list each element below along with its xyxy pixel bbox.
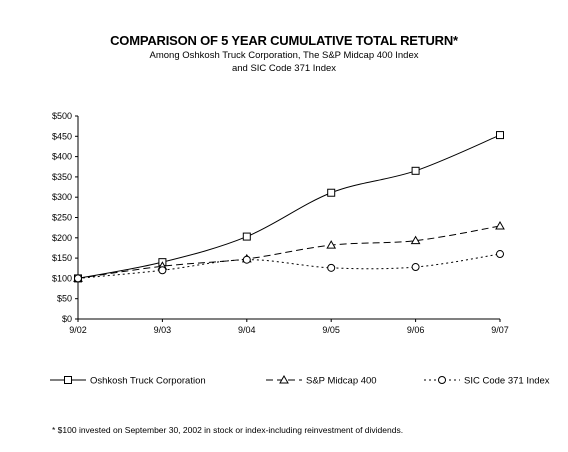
chart-axes: $0 $50 $100 $150 $200 $250 $300 $350 $400 $450 $50… xyxy=(52,111,509,335)
x-tick-label: 9/06 xyxy=(407,325,425,335)
chart-subtitle-line-2: and SIC Code 371 Index xyxy=(231,63,337,74)
legend-label: Oshkosh Truck Corporation xyxy=(90,376,206,387)
y-tick-label: $300 xyxy=(52,192,72,202)
legend-marker xyxy=(279,374,289,384)
data-point-marker xyxy=(326,240,337,249)
x-tick-label: 9/03 xyxy=(154,325,172,335)
y-tick-label: $50 xyxy=(57,294,72,304)
chart-legend: Oshkosh Truck Corporation S&P Midcap 400 S… xyxy=(50,374,550,387)
chart-title: COMPARISON OF 5 YEAR CUMULATIVE TOTAL RE… xyxy=(110,33,458,48)
legend-label: SIC Code 371 Index xyxy=(464,376,550,387)
x-tick-label: 9/05 xyxy=(322,325,340,335)
data-point-marker xyxy=(496,131,504,140)
chart-series xyxy=(73,131,505,283)
data-point-marker xyxy=(74,274,82,283)
data-point-marker xyxy=(242,232,251,241)
legend-item-oshkosh-truck-corporation: Oshkosh Truck Corporation xyxy=(50,376,206,387)
x-tick-label: 9/02 xyxy=(69,325,87,335)
legend-marker xyxy=(64,376,72,384)
legend-item-sic-code-371-index: SIC Code 371 Index xyxy=(424,376,550,387)
y-tick-label: $400 xyxy=(52,152,72,162)
data-point-marker xyxy=(327,263,336,272)
data-point-marker xyxy=(411,263,420,272)
data-point-marker xyxy=(242,255,251,264)
y-tick-label: $150 xyxy=(52,253,72,263)
y-tick-label: $250 xyxy=(52,213,72,223)
y-tick-label: $350 xyxy=(52,172,72,182)
data-point-marker xyxy=(410,235,421,245)
chart-subtitle-line-1: Among Oshkosh Truck Corporation, The S&P… xyxy=(149,50,419,61)
x-tick-label: 9/04 xyxy=(238,325,256,335)
data-point-marker xyxy=(158,266,167,275)
x-tick-label: 9/07 xyxy=(491,325,509,335)
legend-marker xyxy=(438,376,446,384)
series-sic-code-371-index xyxy=(74,250,504,283)
data-point-marker xyxy=(495,221,505,230)
series-line xyxy=(77,253,501,279)
series-line xyxy=(77,225,501,279)
y-tick-label: $450 xyxy=(52,131,72,141)
data-point-marker xyxy=(496,250,504,259)
series-line xyxy=(77,134,501,279)
y-tick-label: $100 xyxy=(52,273,72,283)
y-tick-label: $500 xyxy=(52,111,72,121)
legend-label: S&P Midcap 400 xyxy=(306,376,377,387)
chart-footnote: * $100 invested on September 30, 2002 in… xyxy=(52,425,404,435)
data-point-marker xyxy=(411,166,420,175)
legend-item-s-p-midcap-400: S&P Midcap 400 xyxy=(266,374,377,387)
y-tick-label: $200 xyxy=(52,233,72,243)
y-tick-label: $0 xyxy=(62,314,72,324)
series-oshkosh-truck-corporation xyxy=(74,131,504,283)
data-point-marker xyxy=(327,188,336,197)
